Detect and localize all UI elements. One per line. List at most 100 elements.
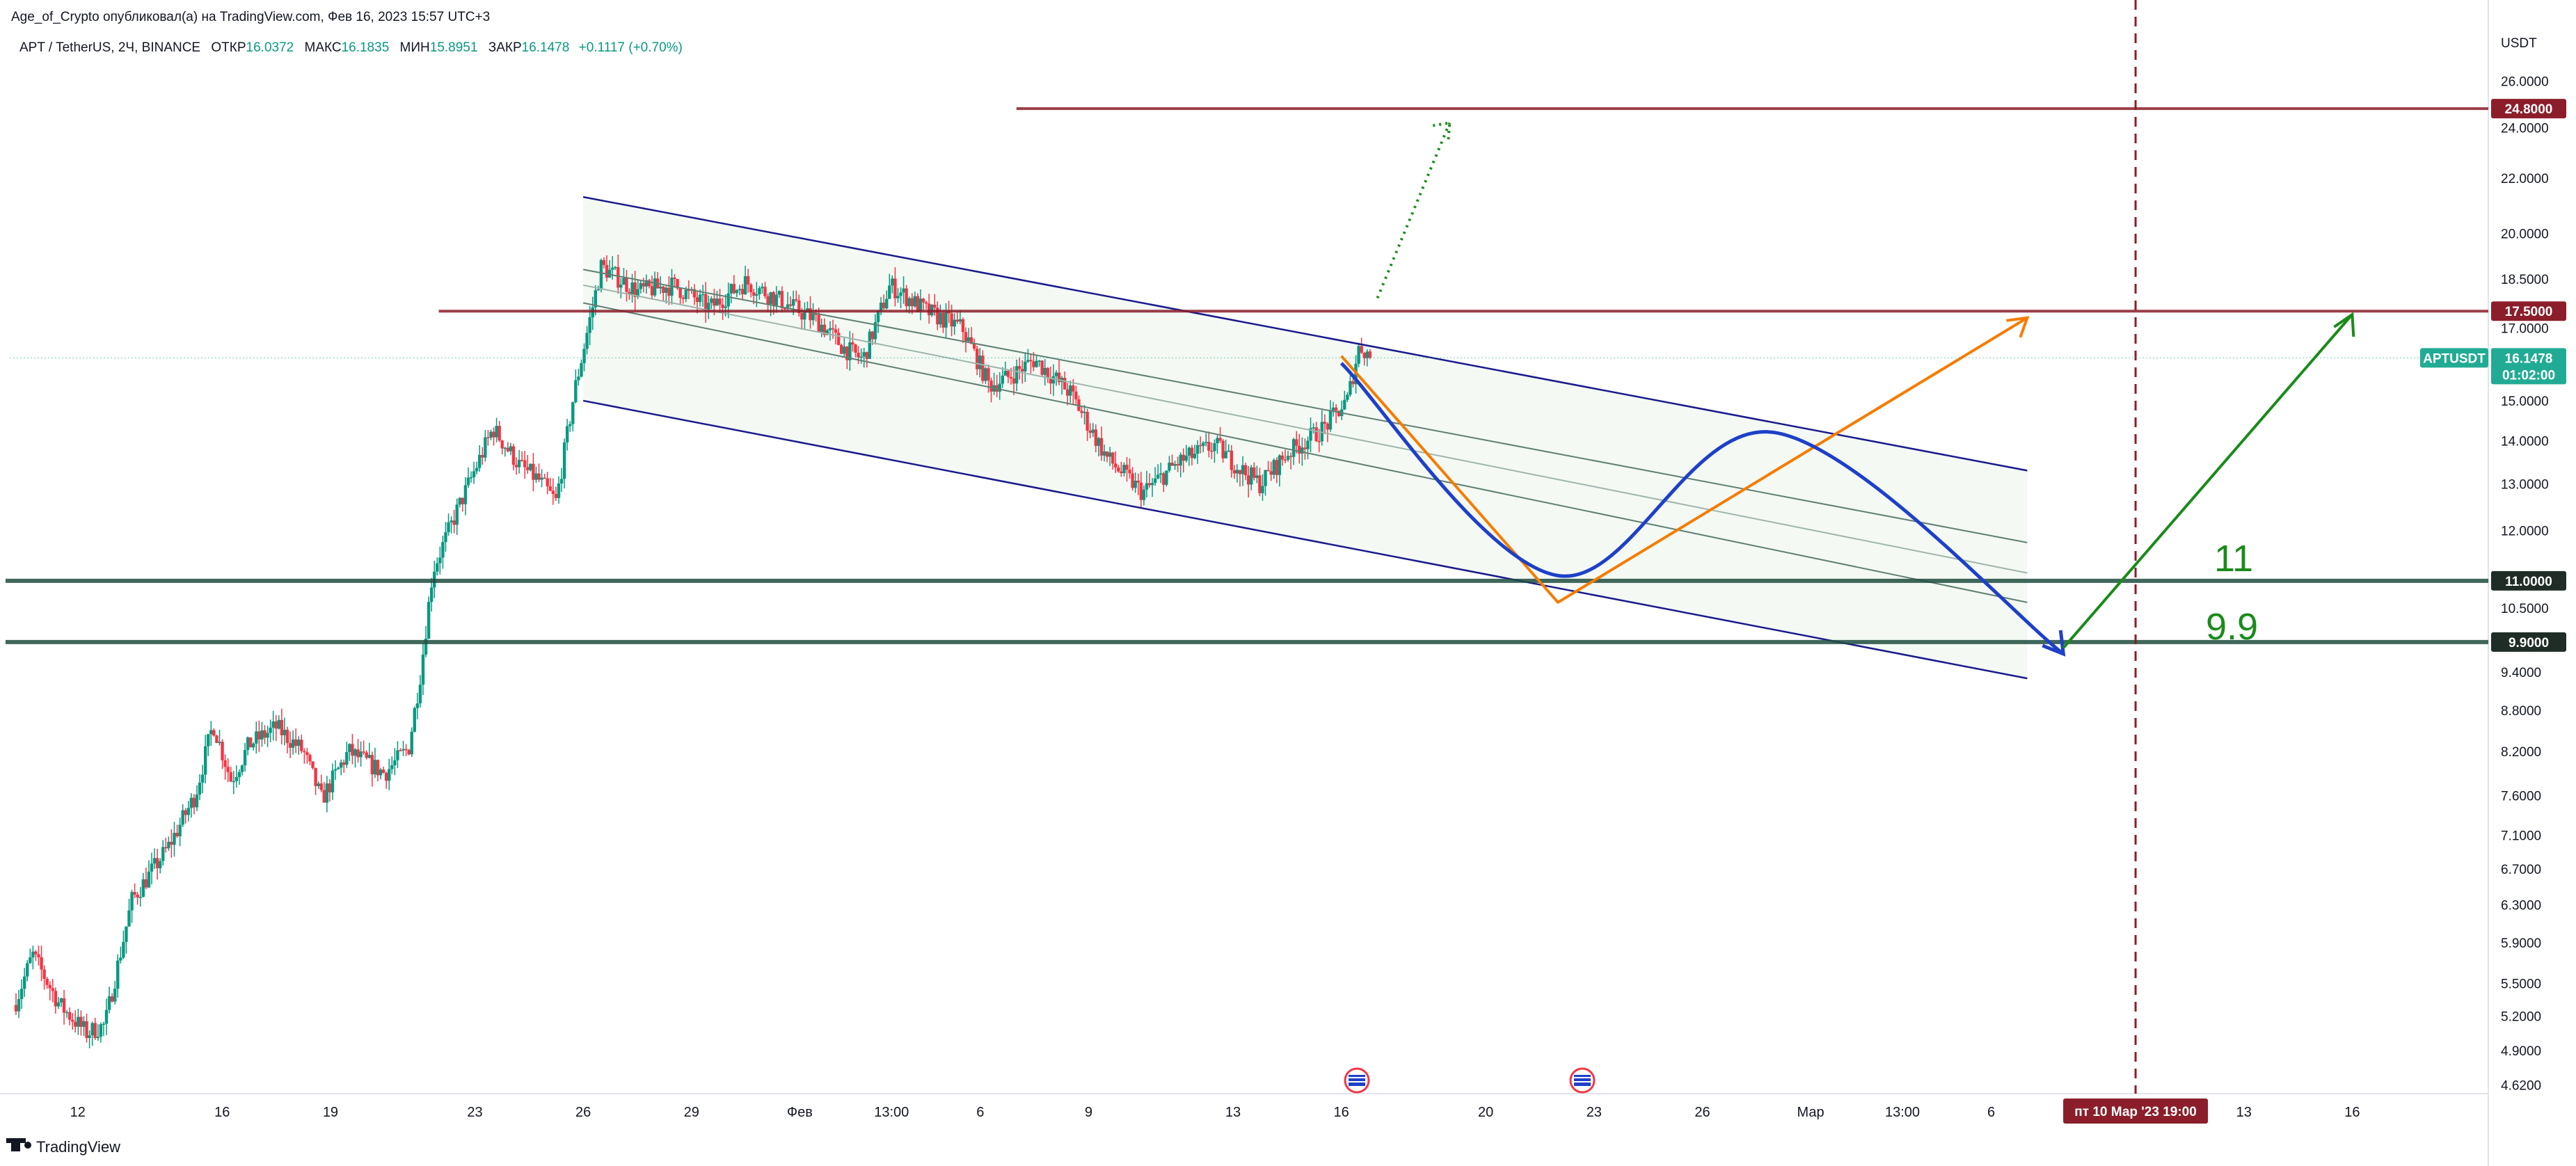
candle-body: [743, 275, 747, 294]
candle-body: [797, 300, 801, 314]
candle-body: [958, 319, 962, 322]
candle-body: [181, 810, 184, 825]
candle-body: [209, 730, 213, 735]
candle-body: [749, 284, 753, 293]
candle-body: [718, 298, 722, 305]
candle-body: [308, 755, 312, 762]
candle-body: [684, 289, 687, 299]
candle-body: [463, 485, 468, 504]
price-tick-label: 8.2000: [2501, 745, 2541, 760]
candle-body: [529, 463, 532, 470]
candle-body: [809, 308, 812, 321]
candle-body: [178, 824, 182, 837]
candle-body: [489, 431, 493, 438]
svg-text:пт 10 Мар '23 19:00: пт 10 Мар '23 19:00: [2074, 1105, 2197, 1119]
footer-brand[interactable]: TradingView: [36, 1138, 120, 1156]
candle-body: [953, 319, 956, 327]
candle-body: [1182, 454, 1185, 461]
candle-body: [1221, 440, 1225, 458]
tradingview-logo-icon[interactable]: [6, 1138, 31, 1151]
candle-body: [1317, 441, 1321, 442]
price-tick-label: 18.5000: [2501, 273, 2549, 287]
candle-body: [1243, 465, 1248, 476]
candle-body: [791, 299, 795, 306]
candle-body: [941, 312, 945, 328]
candle-body: [393, 760, 397, 765]
candle-body: [755, 294, 758, 296]
time-tick-label: 19: [323, 1105, 338, 1120]
candle-body: [1097, 438, 1101, 446]
candle-body: [322, 790, 326, 803]
candle-body: [365, 752, 368, 758]
price-tick-label: 24.0000: [2501, 121, 2549, 136]
candle-body: [1184, 455, 1188, 461]
candle-body: [607, 269, 612, 278]
candle-body: [933, 304, 937, 308]
candle-body: [461, 497, 465, 504]
candle-body: [950, 313, 953, 327]
candle-body: [1198, 445, 1202, 447]
candle-body: [1195, 445, 1200, 454]
candle-body: [328, 783, 332, 792]
time-tick-label: 26: [575, 1105, 591, 1120]
candle-body: [905, 288, 908, 307]
drawings[interactable]: [6, 0, 2488, 1094]
price-tick-label: 4.6200: [2501, 1078, 2541, 1093]
candle-body: [1086, 412, 1089, 431]
annotation-9-9: 9.9: [2206, 606, 2258, 648]
candle-body: [687, 289, 691, 292]
candle-body: [1312, 427, 1315, 429]
candle-body: [232, 781, 236, 783]
candle-body: [1269, 471, 1273, 475]
candle-body: [248, 737, 253, 748]
candle-body: [825, 330, 829, 335]
candle-body: [514, 465, 518, 468]
candle-body: [65, 1012, 69, 1014]
candle-body: [1213, 443, 1216, 452]
legend-close-value: 16.1478: [522, 40, 570, 55]
candle-body: [1261, 486, 1264, 493]
channel-inner-line: [582, 269, 2028, 543]
candle-body: [300, 740, 303, 751]
candle-body: [888, 285, 891, 299]
candle-body: [650, 286, 654, 296]
candle-body: [29, 957, 32, 964]
candle-body: [1235, 470, 1239, 474]
price-axis[interactable]: 26.0000 24.0000 22.0000 20.0000 18.5000 17.00…: [2501, 75, 2549, 1094]
candle-body: [1051, 376, 1056, 384]
candle-body: [758, 288, 761, 294]
candle-body: [526, 467, 530, 470]
candle-body: [277, 719, 280, 729]
candle-body: [921, 298, 925, 303]
blue-arrowhead: [2042, 630, 2066, 657]
last-price-ticker: APTUSDT: [2423, 351, 2486, 366]
candle-body: [1069, 385, 1072, 396]
candle-body: [218, 742, 221, 743]
candle-body: [399, 750, 402, 751]
candle-body: [1323, 422, 1327, 424]
time-tick-label: 13: [1225, 1105, 1241, 1120]
channel-lower-line: [582, 399, 2028, 680]
candle-body: [255, 731, 258, 744]
candle-body: [260, 730, 264, 740]
candle-body: [1173, 464, 1177, 466]
candle-body: [331, 770, 335, 792]
last-price-tag: APTUSDT 16.1478 01:02:00: [2420, 348, 2566, 385]
candle-body: [543, 477, 546, 479]
candle-body: [1012, 378, 1016, 384]
last-price-value: 16.1478: [2505, 351, 2553, 366]
time-tick-label: 12: [70, 1105, 86, 1120]
candle-body: [969, 337, 973, 344]
candles[interactable]: [14, 254, 1372, 1048]
earnings-event-icon[interactable]: [1344, 1067, 1370, 1094]
candle-body: [325, 783, 329, 803]
candle-body: [571, 402, 575, 424]
candle-body: [1218, 438, 1222, 441]
candle-body: [763, 287, 767, 296]
event-flag-icon[interactable]: [1569, 1067, 1596, 1094]
candle-body: [186, 808, 191, 815]
time-axis[interactable]: 12 16 19 23 26 29 Фев 13:00 6 9 13 16 20 23 26 Мар 13:00…: [70, 1105, 2360, 1120]
candle-body: [562, 442, 566, 479]
candle-body: [1272, 460, 1275, 475]
